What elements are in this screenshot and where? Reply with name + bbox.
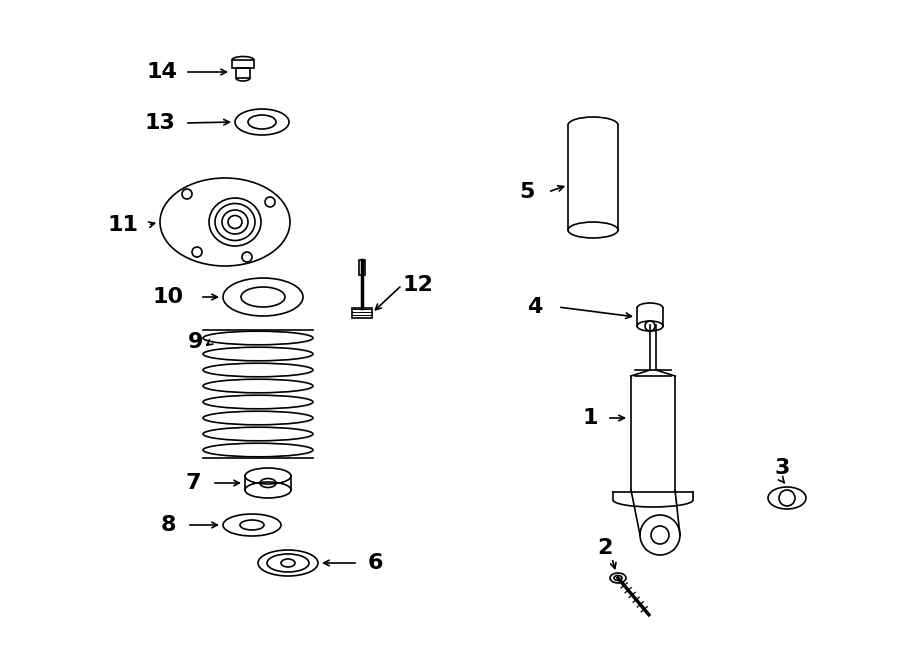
Text: 8: 8 bbox=[160, 515, 176, 535]
Text: 1: 1 bbox=[582, 408, 598, 428]
Text: 4: 4 bbox=[527, 297, 543, 317]
Bar bbox=[232, 60, 254, 68]
Text: 7: 7 bbox=[185, 473, 201, 493]
Text: 10: 10 bbox=[152, 287, 184, 307]
Text: 12: 12 bbox=[402, 275, 434, 295]
Text: 9: 9 bbox=[188, 332, 203, 352]
Text: 5: 5 bbox=[519, 182, 535, 202]
Text: 2: 2 bbox=[598, 538, 613, 558]
Text: 13: 13 bbox=[145, 113, 176, 133]
Text: 11: 11 bbox=[107, 215, 139, 235]
Text: 6: 6 bbox=[367, 553, 382, 573]
Text: 14: 14 bbox=[147, 62, 177, 82]
Bar bbox=[236, 68, 250, 78]
Bar bbox=[359, 260, 365, 275]
Bar bbox=[352, 308, 372, 318]
Text: 3: 3 bbox=[774, 458, 789, 478]
